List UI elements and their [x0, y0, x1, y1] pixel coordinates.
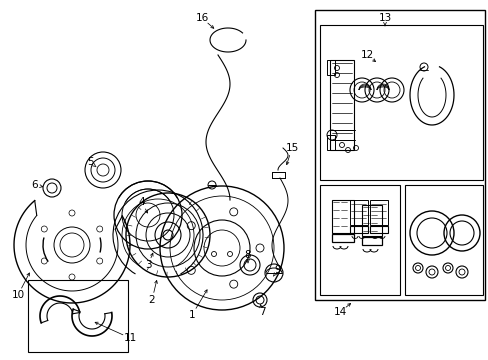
Text: 8: 8 [244, 250, 251, 260]
Text: 6: 6 [32, 180, 38, 190]
Bar [331, 234, 353, 242]
Text: 3: 3 [144, 260, 151, 270]
Bar [369, 200, 387, 225]
Bar [349, 200, 367, 225]
Bar [329, 60, 353, 150]
Text: 13: 13 [378, 13, 391, 23]
Text: 7: 7 [258, 307, 265, 317]
Bar [349, 226, 367, 233]
Text: 4: 4 [139, 197, 145, 207]
Bar [404, 185, 482, 295]
Bar [331, 200, 353, 233]
Text: 12: 12 [360, 50, 373, 60]
Bar [361, 205, 381, 236]
Bar [361, 237, 381, 245]
Bar [369, 226, 387, 233]
Text: 5: 5 [86, 157, 93, 167]
Bar [314, 10, 484, 300]
Bar [326, 135, 334, 150]
Bar [28, 280, 128, 352]
Text: 15: 15 [285, 143, 298, 153]
Bar [319, 185, 399, 295]
Text: 11: 11 [123, 333, 136, 343]
Text: 16: 16 [195, 13, 208, 23]
Text: 14: 14 [333, 307, 346, 317]
Bar [326, 60, 334, 75]
Bar [319, 25, 482, 180]
Text: 1: 1 [188, 310, 195, 320]
Text: 9: 9 [274, 265, 281, 275]
Text: 10: 10 [11, 290, 24, 300]
Text: 2: 2 [148, 295, 155, 305]
